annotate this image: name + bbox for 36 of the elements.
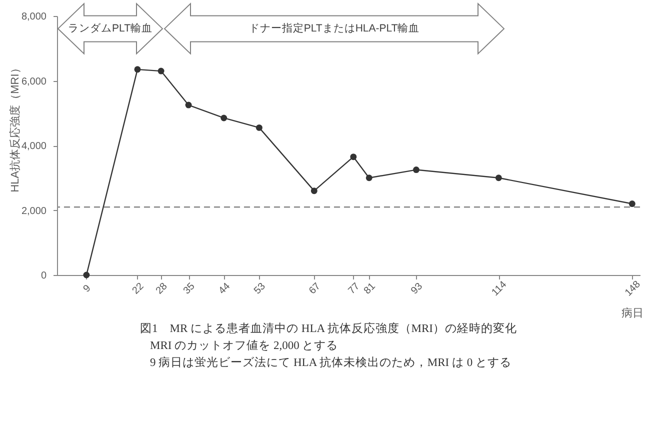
point	[495, 174, 502, 182]
point	[83, 272, 90, 278]
text: 図1 MR による患者血清中の HLA 抗体反応強度（MRI）の経時的変化	[140, 321, 517, 337]
x-tick-label: 114	[490, 279, 510, 298]
y-tick-label: 6,000	[21, 76, 47, 88]
point	[350, 154, 357, 160]
x-tick-label: 28	[154, 280, 170, 297]
point	[185, 102, 192, 108]
y-tick-label: 4,000	[21, 141, 47, 152]
point	[220, 114, 228, 122]
y-tick-label: 8,000	[21, 12, 47, 22]
x-axis-title: 病日	[622, 306, 644, 320]
point	[412, 166, 420, 174]
x-tick-label: 67	[307, 280, 324, 297]
text: 9 病日は蛍光ビーズ法にて HLA 抗体未検出のため，MRI は 0 とする	[149, 356, 512, 371]
x-tick-label: 93	[409, 280, 426, 297]
y-tick-label: 0	[40, 270, 47, 282]
x-tick-label: 148	[623, 278, 644, 299]
text: MRI のカットオフ値を 2,000 とする	[149, 338, 340, 354]
point	[158, 68, 164, 74]
y-tick-label: 2,000	[21, 206, 47, 217]
x-tick-label: 22	[130, 280, 146, 297]
x-tick-label: 9	[81, 282, 94, 295]
x-tick-label: 53	[252, 280, 268, 297]
point	[256, 124, 262, 131]
x-tick-label: 44	[216, 280, 233, 297]
x-tick-label: 81	[362, 280, 378, 297]
x-tick-label: 77	[346, 280, 362, 297]
annotation: ランダムPLT輸血	[68, 22, 153, 35]
point	[134, 66, 141, 73]
point	[366, 174, 372, 182]
x-tick-label: 35	[182, 280, 198, 297]
point	[628, 200, 636, 208]
y-axis-title: HLA抗体反応強度（MRI）	[8, 62, 22, 192]
point	[310, 188, 318, 194]
annotation: ドナー指定PLTまたはHLA-PLT輸血	[248, 22, 420, 35]
